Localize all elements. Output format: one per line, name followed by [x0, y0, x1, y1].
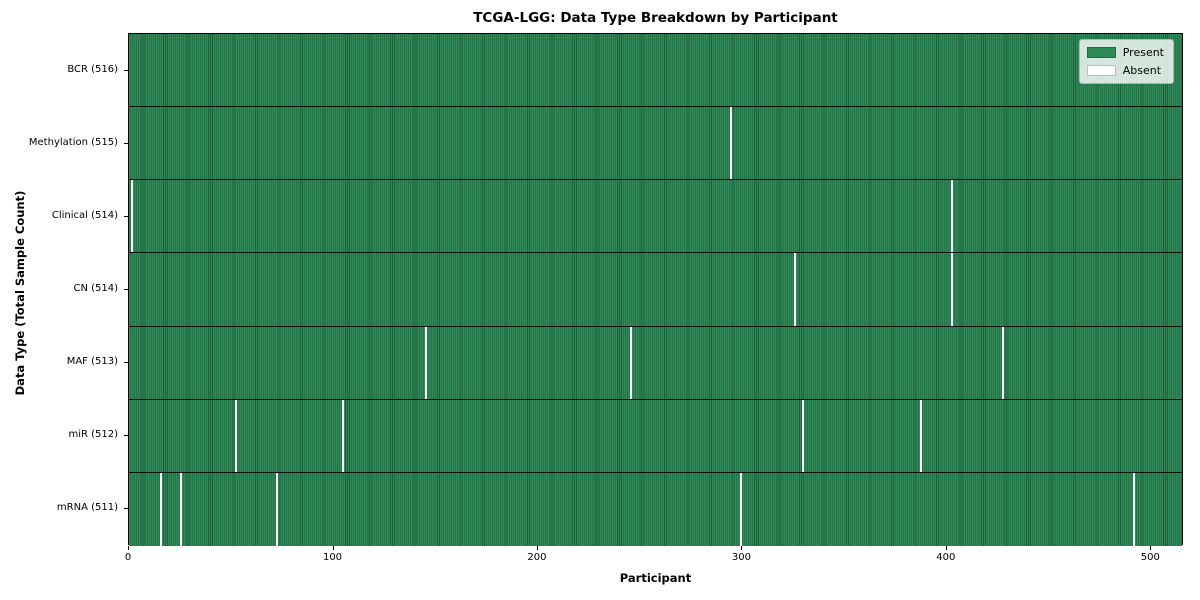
x-tick-label: 400	[936, 552, 956, 563]
x-tick-label: 100	[322, 552, 343, 563]
y-tick-label: mRNA (511)	[56, 502, 118, 514]
absent-gap	[1002, 326, 1005, 399]
y-tick-mark	[124, 362, 128, 364]
legend: Present Absent	[1078, 39, 1174, 84]
chart-row-clinical	[129, 180, 1182, 254]
absent-gap	[950, 180, 953, 253]
x-tick-mark	[332, 546, 334, 550]
absent-gap	[920, 399, 923, 472]
chart-row-bcr	[129, 34, 1182, 108]
absent-gap	[1132, 472, 1135, 546]
legend-label-present: Present	[1122, 46, 1164, 59]
chart-row-maf	[129, 326, 1182, 400]
x-tick-mark	[741, 546, 743, 550]
absent-gap	[159, 472, 162, 546]
absent-gap	[131, 180, 134, 253]
y-tick-label: BCR (516)	[67, 63, 118, 75]
legend-label-absent: Absent	[1122, 64, 1162, 77]
y-tick-mark	[124, 508, 128, 510]
chart-row-methylation	[129, 107, 1182, 181]
y-tick-mark	[124, 435, 128, 437]
absent-gap	[950, 253, 953, 326]
y-tick-mark	[124, 142, 128, 144]
x-tick-mark	[1150, 546, 1152, 550]
x-tick-label: 300	[731, 552, 751, 563]
legend-item-absent: Absent	[1086, 64, 1164, 77]
x-tick-label: 500	[1140, 552, 1160, 563]
chart-title: TCGA-LGG: Data Type Breakdown by Partici…	[473, 10, 838, 26]
x-tick-mark	[128, 546, 129, 550]
y-tick-label: CN (514)	[73, 283, 118, 294]
plot-area: Present Absent	[128, 33, 1183, 546]
x-tick-mark	[536, 546, 538, 550]
absent-gap	[425, 326, 428, 399]
x-tick-mark	[945, 546, 947, 550]
chart-row-cn	[129, 253, 1182, 327]
present-swatch-icon	[1086, 47, 1116, 58]
y-tick-label: Clinical (514)	[51, 209, 118, 221]
y-tick-mark	[124, 215, 128, 217]
absent-gap	[793, 253, 796, 326]
legend-item-present: Present	[1086, 46, 1164, 59]
y-tick-mark	[124, 289, 128, 290]
absent-gap	[235, 399, 238, 472]
chart-row-mrna	[129, 472, 1182, 546]
y-tick-label: miR (512)	[68, 429, 118, 441]
absent-gap	[740, 472, 743, 546]
absent-swatch-icon	[1086, 65, 1116, 76]
absent-gap	[730, 107, 733, 180]
y-tick-label: Methylation (515)	[28, 136, 118, 148]
x-tick-label: 0	[124, 552, 132, 563]
chart-row-mir	[129, 399, 1182, 473]
absent-gap	[276, 472, 279, 546]
absent-gap	[801, 399, 804, 472]
absent-gap	[629, 326, 632, 399]
absent-gap	[180, 472, 183, 546]
x-axis-title: Participant	[619, 571, 692, 585]
absent-gap	[341, 399, 344, 472]
y-tick-mark	[124, 69, 128, 71]
x-tick-label: 200	[527, 552, 547, 563]
y-tick-label: MAF (513)	[66, 356, 118, 368]
